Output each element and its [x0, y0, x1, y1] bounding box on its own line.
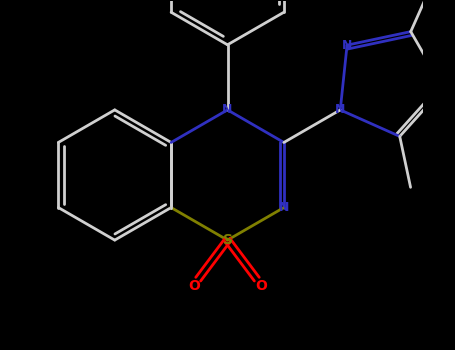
Text: N: N	[222, 103, 233, 117]
Text: S: S	[222, 233, 233, 247]
Text: N: N	[335, 103, 345, 117]
Text: O: O	[188, 279, 200, 293]
Text: N: N	[342, 38, 352, 52]
Text: N: N	[279, 201, 289, 214]
Text: O: O	[255, 279, 267, 293]
